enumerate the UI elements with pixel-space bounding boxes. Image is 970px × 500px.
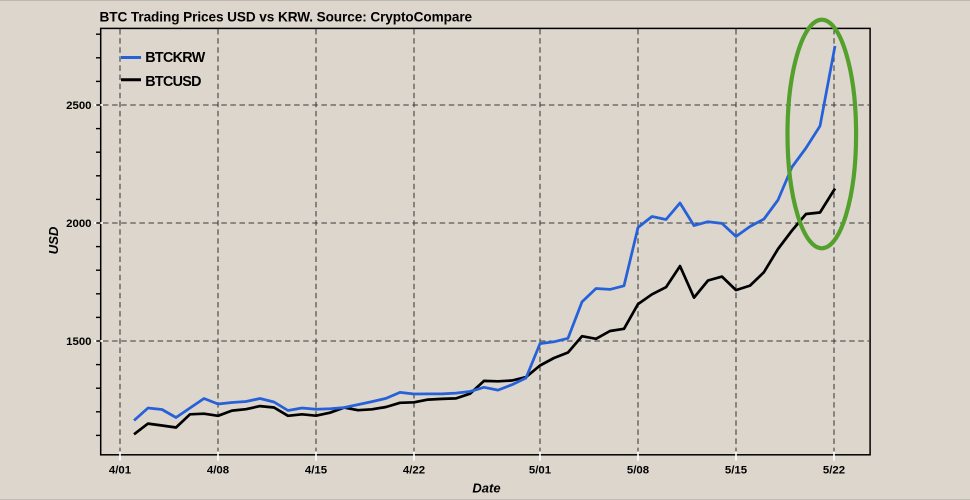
svg-text:Date: Date bbox=[472, 480, 500, 495]
svg-text:5/08: 5/08 bbox=[627, 464, 649, 476]
svg-text:5/22: 5/22 bbox=[823, 464, 845, 476]
svg-text:BTC Trading Prices USD vs KRW.: BTC Trading Prices USD vs KRW. Source: C… bbox=[100, 9, 473, 24]
svg-text:1500: 1500 bbox=[66, 336, 91, 348]
svg-text:BTCKRW: BTCKRW bbox=[145, 50, 206, 66]
svg-text:5/15: 5/15 bbox=[725, 464, 748, 476]
svg-text:2000: 2000 bbox=[66, 218, 91, 230]
svg-text:4/01: 4/01 bbox=[109, 464, 132, 476]
svg-text:4/08: 4/08 bbox=[207, 464, 229, 476]
svg-text:4/22: 4/22 bbox=[403, 464, 425, 476]
svg-text:USD: USD bbox=[46, 226, 61, 254]
svg-text:2500: 2500 bbox=[66, 100, 91, 112]
svg-text:BTCUSD: BTCUSD bbox=[145, 74, 201, 90]
svg-text:5/01: 5/01 bbox=[529, 464, 552, 476]
svg-text:4/15: 4/15 bbox=[305, 464, 328, 476]
